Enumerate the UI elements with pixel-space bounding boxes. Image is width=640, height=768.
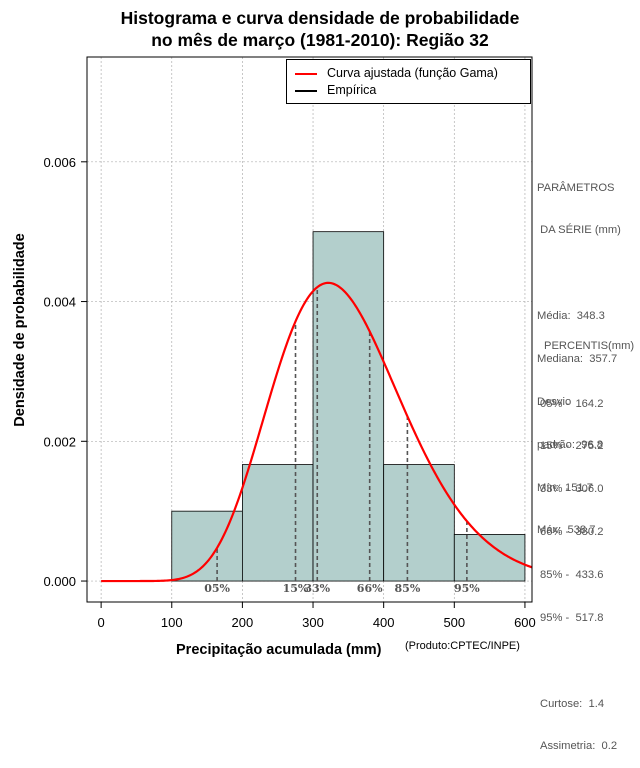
product-credit: (Produto:CPTEC/INPE) (405, 640, 520, 652)
histogram-bar-1 (241, 464, 314, 582)
percentile-label-2: 33% (304, 582, 330, 595)
legend-fitted-label: Curva ajustada (função Gama) (327, 66, 498, 80)
percentiles-panel: 05% - 164.2 15% - 275.2 33% - 306.0 66% … (540, 368, 617, 768)
percentile-label-4: 85% (395, 582, 421, 595)
x-tick-label-5: 500 (443, 615, 465, 630)
y-tick-label-2: 0.004 (43, 295, 76, 310)
x-tick-label-0: 0 (98, 615, 105, 630)
chart-title-line1: Histograma e curva densidade de probabil… (120, 8, 520, 28)
y-tick-label-0: 0.000 (43, 574, 76, 589)
param-padrao: padrão: 96.8 (537, 438, 603, 451)
y-tick-label-3: 0.006 (43, 155, 76, 170)
y-axis-title: Densidade de probabilidade (12, 233, 28, 427)
legend-empirical-label: Empírica (327, 83, 377, 97)
chart-legend: Curva ajustada (função Gama) Empírica (286, 59, 531, 104)
percentile-15: 15% - 275.2 (540, 440, 604, 453)
percentile-label-5: 95% (454, 582, 480, 595)
histogram-bar-0 (171, 510, 243, 582)
percentile-label-0: 05% (204, 582, 230, 595)
params-heading-1: PARÂMETROS (537, 181, 615, 194)
legend-fitted-swatch (295, 72, 317, 75)
x-tick-label-2: 200 (232, 615, 254, 630)
stat-curtose: Curtose: 1.4 (540, 697, 605, 710)
x-tick-label-3: 300 (302, 615, 324, 630)
legend-empirical-swatch (295, 89, 317, 92)
percentile-66: 66% - 380.2 (540, 526, 604, 539)
histogram-bar-3 (383, 464, 455, 582)
param-min: Mín: 151.7 (537, 481, 593, 494)
histogram-bar-4 (453, 534, 526, 582)
param-desvio: Desvio (537, 395, 572, 408)
stat-assimetria: Assimetria: 0.2 (540, 740, 618, 753)
percentile-95: 95% - 517.8 (540, 612, 604, 625)
chart-title-line2: no mês de março (1981-2010): Região 32 (151, 30, 489, 50)
legend-item-empirical: Empírica (295, 83, 376, 97)
param-max: Máx: 538.7 (537, 524, 596, 537)
param-media: Média: 348.3 (537, 309, 605, 322)
params-panel: PARÂMETROS DA SÉRIE (mm) Média: 348.3 Me… (537, 152, 621, 552)
percentile-05: 05% - 164.2 (540, 397, 604, 410)
param-mediana: Mediana: 357.7 (537, 352, 618, 365)
chart-area: 05% 15%33% 66% 85% 95% 0 100 200 300 400 500 600 0.0… (43, 56, 536, 630)
percentile-label-3: 66% (357, 582, 383, 595)
percentile-33: 33% - 306.0 (540, 483, 604, 496)
percentile-85: 85% - 433.6 (540, 569, 604, 582)
x-tick-label-4: 400 (373, 615, 395, 630)
fitted-gamma-curve (101, 281, 533, 583)
percentiles-heading: PERCENTIS(mm) (544, 340, 635, 352)
legend-item-fitted: Curva ajustada (função Gama) (295, 66, 498, 80)
x-axis-title: Precipitação acumulada (mm) (176, 642, 382, 658)
percentile-label-1: 15% (283, 582, 309, 595)
y-tick-label-1: 0.002 (43, 434, 76, 449)
histogram-bar-2 (312, 231, 385, 582)
x-tick-label-1: 100 (161, 615, 183, 630)
plot-frame (86, 56, 533, 603)
params-heading-2: DA SÉRIE (mm) (537, 224, 621, 237)
x-tick-label-6: 600 (514, 615, 536, 630)
